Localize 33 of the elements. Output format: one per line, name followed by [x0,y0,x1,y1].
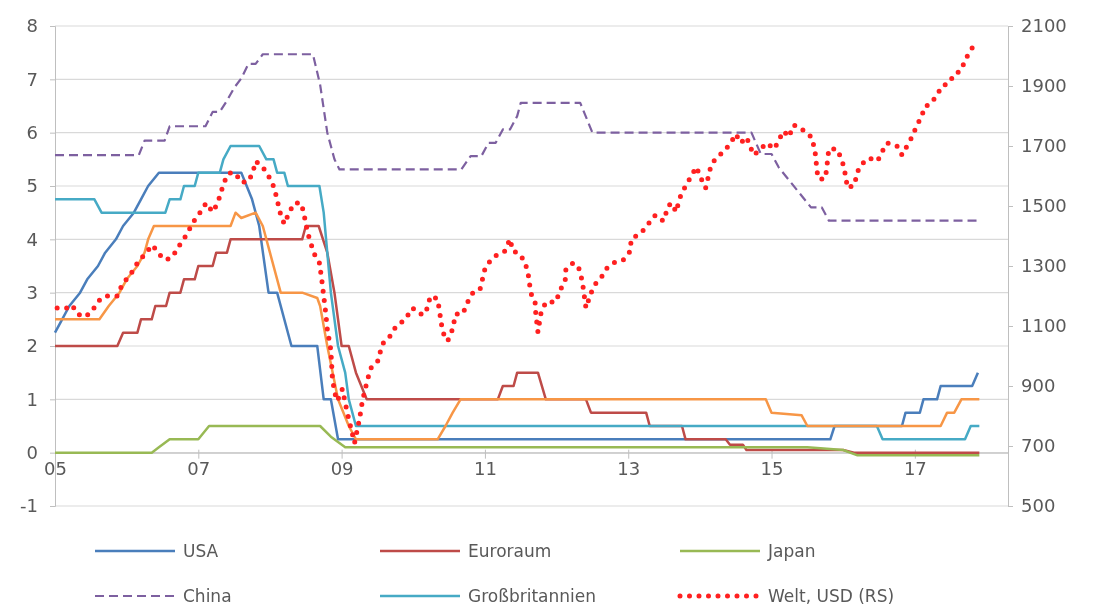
legend-label: Euroraum [468,541,552,561]
y2-tick-label: 1900 [1021,75,1067,97]
y-tick-label: 2 [26,335,38,357]
y-tick-label: 8 [26,15,38,37]
x-tick-label: 09 [330,458,354,480]
legend-label: Welt, USD (RS) [768,586,895,606]
y2-tick-label: 900 [1021,375,1056,397]
y-tick-label: 6 [26,121,38,143]
x-tick-label: 17 [903,458,927,480]
legend-label: Japan [767,541,816,561]
y-tick-label: -1 [20,495,38,517]
y-tick-label: 0 [26,441,38,463]
y2-tick-label: 700 [1021,435,1056,457]
y-tick-label: 3 [26,281,38,303]
x-tick-label: 05 [44,458,67,480]
line-series [53,424,981,457]
legend-label: Großbritannien [468,586,596,606]
legend-label: USA [183,541,219,561]
x-tick-label: 13 [617,458,641,480]
y2-tick-label: 1100 [1021,315,1067,337]
y-tick-label: 4 [26,228,38,250]
x-tick-label: 07 [187,458,211,480]
y2-tick-label: 2100 [1021,15,1067,37]
x-tick-label: 15 [760,458,784,480]
y2-tick-label: 1300 [1021,255,1067,277]
legend-label: China [183,586,232,606]
y2-tick-label: 1500 [1021,195,1067,217]
y-tick-label: 5 [26,175,38,197]
x-tick-label: 11 [473,458,497,480]
y-tick-label: 7 [26,68,38,90]
y-tick-label: 1 [26,388,38,410]
y2-tick-label: 1700 [1021,135,1067,157]
y2-tick-label: 500 [1021,495,1056,517]
